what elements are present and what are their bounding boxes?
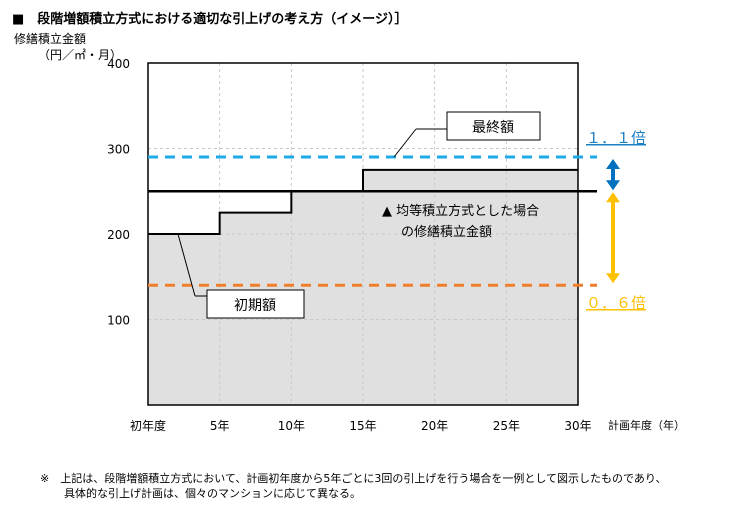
initial-callout-line: [177, 233, 196, 297]
y-tick-label: 400: [107, 57, 130, 71]
x-tick-label: 30年: [564, 419, 591, 433]
y-tick-label: 100: [107, 314, 130, 328]
initial-label-box: [206, 289, 305, 319]
plot-frame: [147, 62, 579, 406]
x-tick-label: 15年: [349, 419, 376, 433]
upper-ratio-label: １．１倍: [586, 129, 646, 147]
x-tick-label: 初年度: [130, 418, 166, 433]
equal-amount-annotation: の修繕積立金額: [401, 224, 492, 240]
y-axis-label: 修繕積立金額: [14, 32, 87, 46]
y-tick-label: 300: [107, 143, 130, 157]
lower-arrow-head: [606, 273, 620, 284]
x-tick-label: 10年: [278, 419, 305, 433]
y-axis-unit: （円／㎡・月）: [38, 48, 123, 62]
step-line: [148, 168, 578, 235]
footnote-line-1: ※ 上記は、段階増額積立方式において、計画初年度から5年ごとに3回の引上げを行う…: [40, 472, 667, 485]
x-tick-label: 20年: [421, 419, 448, 433]
footnote-line-2: 具体的な引上げ計画は、個々のマンションに応じて異なる。: [64, 487, 361, 500]
final-label-box: [446, 111, 541, 141]
y-tick-label: 200: [107, 228, 130, 242]
equal-amount-annotation: ▲ 均等積立方式とした場合: [382, 203, 539, 219]
x-tick-label: 25年: [493, 419, 520, 433]
final-callout-line: [393, 128, 417, 158]
initial-label: 初期額: [234, 297, 276, 314]
page-title: ■ 段階増額積立方式における適切な引上げの考え方（イメージ）］: [12, 12, 408, 27]
lower-arrow-head: [606, 192, 620, 203]
upper-arrow-head: [606, 180, 620, 191]
upper-arrow-head: [606, 159, 620, 170]
final-label: 最終額: [472, 120, 514, 136]
lower-ratio-label: ０．６倍: [586, 294, 646, 312]
x-axis-label: 計画年度（年）: [608, 419, 685, 432]
x-tick-label: 5年: [210, 419, 230, 433]
